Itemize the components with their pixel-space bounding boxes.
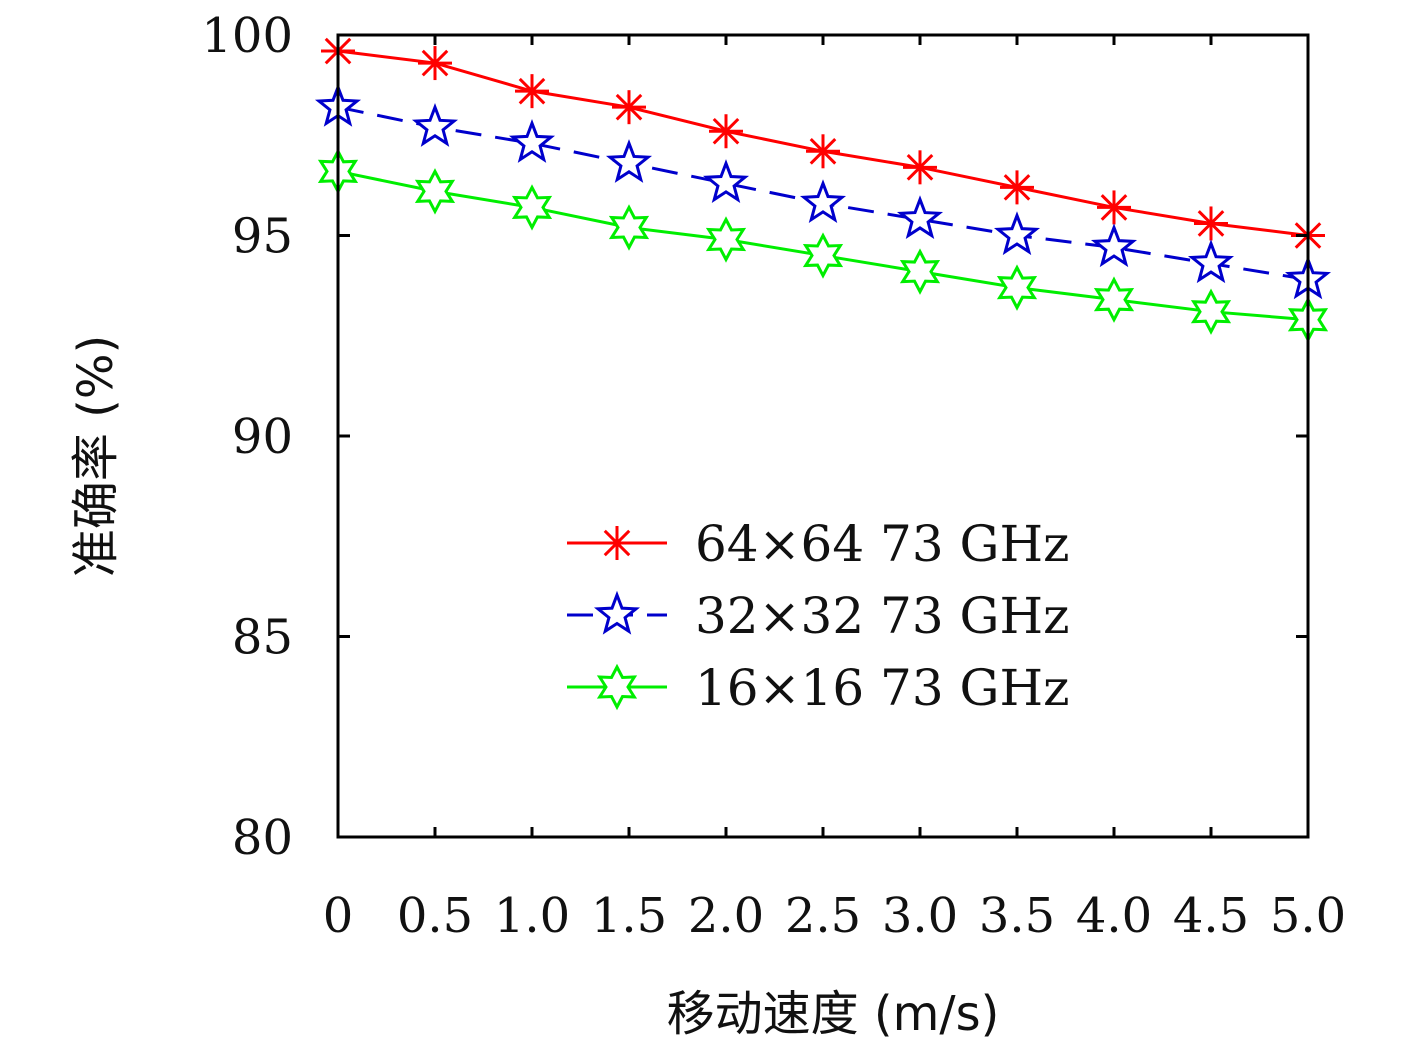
marker-shape <box>596 663 638 711</box>
marker-shape <box>1190 288 1232 335</box>
x-tick-label: 2.0 <box>688 888 764 944</box>
legend-label: 16×16 73 GHz <box>695 659 1069 717</box>
data-point <box>515 74 549 109</box>
legend: 64×64 73 GHz 32×32 73 GHz 16×16 73 GHz <box>567 515 1069 717</box>
y-tick-label: 80 <box>232 810 293 866</box>
marker-shape <box>896 195 944 240</box>
marker-shape <box>511 184 553 231</box>
ticks-layer <box>336 33 1310 839</box>
data-point <box>896 195 944 240</box>
x-tick-label: 3.5 <box>979 888 1055 944</box>
marker-shape <box>702 159 750 203</box>
data-point <box>996 264 1038 311</box>
legend-entry: 16×16 73 GHz <box>567 659 1069 717</box>
marker-stroke <box>809 137 837 165</box>
y-tick-label: 95 <box>232 209 293 265</box>
data-point <box>596 663 638 711</box>
y-axis-title: 准确率 (%) <box>68 335 124 577</box>
marker-stroke <box>1197 210 1225 237</box>
data-point <box>508 119 556 163</box>
marker-stroke <box>712 117 740 145</box>
data-point <box>993 211 1041 256</box>
data-point <box>511 184 553 231</box>
data-point <box>1000 170 1034 205</box>
marker-shape <box>799 179 847 224</box>
data-point <box>806 134 840 169</box>
y-tick-label: 100 <box>201 8 293 64</box>
x-tick-label: 5.0 <box>1270 888 1346 944</box>
data-point <box>411 103 459 147</box>
data-point <box>608 204 650 251</box>
data-point <box>802 232 844 279</box>
marker-stroke <box>906 154 934 181</box>
data-point <box>418 46 452 81</box>
marker-shape <box>608 204 650 251</box>
y-tick-label: 85 <box>232 610 293 666</box>
marker-stroke <box>518 77 546 105</box>
legend-label: 32×32 73 GHz <box>695 587 1069 645</box>
data-point <box>903 150 937 185</box>
legend-entry: 32×32 73 GHz <box>567 587 1069 645</box>
data-point <box>600 526 634 560</box>
legend-entry: 64×64 73 GHz <box>567 515 1069 573</box>
marker-stroke <box>615 93 643 121</box>
marker-stroke <box>1003 174 1031 201</box>
marker-shape <box>993 211 1041 256</box>
marker-shape <box>508 119 556 163</box>
tick-labels-layer: 0 0.5 1.0 1.5 2.0 2.5 3.0 3.5 4.0 4.5 5.0 80 85 90 95 1… <box>201 8 1346 944</box>
data-point <box>1190 288 1232 335</box>
data-point <box>705 216 747 263</box>
marker-stroke <box>1100 194 1128 221</box>
x-tick-label: 0.5 <box>397 888 473 944</box>
data-point <box>605 139 653 183</box>
marker-shape <box>705 216 747 263</box>
marker-shape <box>593 590 641 635</box>
marker-shape <box>1090 223 1138 268</box>
legend-swatch-marker <box>593 590 641 635</box>
data-point <box>1093 276 1135 323</box>
data-point <box>1194 206 1228 241</box>
data-point <box>1097 190 1131 225</box>
x-tick-label: 4.5 <box>1173 888 1249 944</box>
x-tick-label: 0 <box>323 888 354 944</box>
legend-swatch-marker <box>596 663 638 711</box>
x-tick-label: 1.0 <box>494 888 570 944</box>
data-point <box>899 248 941 295</box>
marker-shape <box>899 248 941 295</box>
marker-shape <box>1093 276 1135 323</box>
data-point <box>414 168 456 215</box>
data-point <box>709 114 743 149</box>
y-tick-label: 90 <box>232 409 293 465</box>
marker-shape <box>1187 239 1235 284</box>
marker-shape <box>605 139 653 183</box>
data-point <box>702 159 750 203</box>
marker-shape <box>802 232 844 279</box>
data-point <box>593 590 641 635</box>
x-tick-label: 1.5 <box>591 888 667 944</box>
marker-shape <box>996 264 1038 311</box>
legend-label: 64×64 73 GHz <box>695 515 1069 573</box>
marker-shape <box>414 168 456 215</box>
data-point <box>1090 223 1138 268</box>
marker-stroke <box>421 49 449 77</box>
data-point <box>799 179 847 224</box>
x-tick-label: 3.0 <box>882 888 958 944</box>
data-point <box>612 90 646 125</box>
x-tick-label: 2.5 <box>785 888 861 944</box>
x-axis-title: 移动速度 (m/s) <box>667 986 1000 1042</box>
x-tick-label: 4.0 <box>1076 888 1152 944</box>
data-point <box>1187 239 1235 284</box>
marker-stroke <box>603 529 631 557</box>
legend-swatch-marker <box>600 526 634 560</box>
marker-shape <box>411 103 459 147</box>
series-layer <box>314 34 1332 343</box>
